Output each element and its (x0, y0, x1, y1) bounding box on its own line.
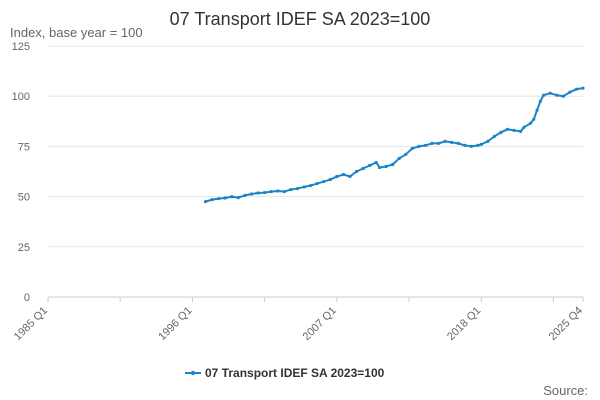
x-tick-label: 2025 Q4 (547, 305, 585, 343)
data-point[interactable] (476, 143, 480, 147)
data-point[interactable] (479, 142, 483, 146)
data-point[interactable] (436, 141, 441, 145)
data-point[interactable] (269, 189, 273, 194)
data-point[interactable] (519, 129, 523, 133)
data-point[interactable] (581, 86, 585, 90)
data-point[interactable] (505, 127, 510, 131)
data-point[interactable] (542, 93, 546, 97)
x-tick-label: 1985 Q1 (12, 305, 50, 343)
y-tick-label: 50 (18, 192, 30, 204)
y-axis-title: Index, base year = 100 (10, 25, 143, 40)
data-point[interactable] (568, 90, 572, 94)
data-point[interactable] (548, 91, 552, 95)
data-point[interactable] (282, 189, 286, 194)
data-point[interactable] (522, 125, 526, 129)
data-point[interactable] (243, 193, 247, 197)
series-line (205, 87, 584, 203)
chart-title: 07 Transport IDEF SA 2023=100 (170, 9, 431, 29)
data-point[interactable] (512, 128, 516, 132)
gridlines (48, 45, 583, 248)
data-point[interactable] (423, 143, 428, 147)
data-point[interactable] (302, 185, 306, 189)
data-point[interactable] (249, 192, 254, 196)
data-point[interactable] (443, 139, 447, 143)
data-point[interactable] (361, 166, 365, 171)
data-point[interactable] (492, 134, 496, 138)
y-axis-ticks: 0 25 50 75 100 125 (12, 41, 30, 304)
data-point[interactable] (322, 179, 326, 184)
data-point[interactable] (535, 108, 539, 112)
data-point[interactable] (308, 183, 313, 188)
data-point[interactable] (555, 93, 559, 97)
data-point[interactable] (341, 172, 345, 177)
data-point[interactable] (368, 163, 372, 168)
data-point[interactable] (499, 130, 503, 134)
data-point[interactable] (377, 165, 382, 170)
data-point[interactable] (469, 144, 473, 148)
data-point[interactable] (230, 195, 234, 199)
y-tick-label: 100 (12, 91, 30, 103)
data-point[interactable] (574, 87, 579, 91)
data-point[interactable] (384, 164, 388, 169)
y-tick-label: 75 (18, 141, 30, 153)
legend[interactable]: 07 Transport IDEF SA 2023=100 (185, 366, 385, 380)
data-point[interactable] (236, 196, 240, 200)
data-point[interactable] (532, 117, 536, 121)
data-point[interactable] (315, 181, 319, 186)
data-point[interactable] (450, 140, 454, 144)
data-point[interactable] (397, 156, 401, 161)
data-point[interactable] (203, 200, 208, 204)
data-point[interactable] (354, 169, 359, 174)
data-point[interactable] (456, 141, 460, 145)
data-point[interactable] (348, 174, 352, 179)
data-point[interactable] (210, 198, 214, 202)
data-point[interactable] (217, 197, 221, 201)
data-point[interactable] (538, 99, 542, 103)
y-tick-label: 125 (12, 41, 30, 53)
x-tick-label: 1996 Q1 (156, 305, 194, 343)
y-tick-label: 25 (18, 242, 30, 254)
data-point[interactable] (486, 139, 490, 143)
y-tick-label: 0 (24, 292, 30, 304)
data-point[interactable] (404, 152, 408, 157)
data-point[interactable] (374, 160, 378, 165)
data-point[interactable] (276, 189, 280, 193)
data-point[interactable] (335, 174, 339, 179)
data-point[interactable] (328, 177, 332, 182)
x-axis-ticks: 1985 Q1 1996 Q1 2007 Q1 2018 Q1 2025 Q4 (12, 305, 585, 343)
data-point[interactable] (256, 191, 260, 195)
data-point[interactable] (263, 190, 267, 195)
series-group (203, 86, 585, 204)
x-tick-label: 2007 Q1 (301, 305, 339, 343)
legend-label: 07 Transport IDEF SA 2023=100 (205, 366, 385, 380)
data-point[interactable] (295, 186, 300, 191)
data-point[interactable] (391, 162, 395, 167)
data-point[interactable] (410, 146, 414, 151)
data-point[interactable] (430, 141, 434, 145)
data-point[interactable] (223, 196, 227, 200)
data-point[interactable] (463, 143, 467, 147)
source-label: Source: (543, 383, 588, 398)
legend-marker (190, 370, 196, 376)
data-point[interactable] (289, 187, 293, 192)
x-axis-tick-marks (47, 297, 584, 302)
data-point[interactable] (528, 121, 533, 125)
x-tick-label: 2018 Q1 (445, 305, 483, 343)
data-point[interactable] (561, 94, 565, 98)
data-point[interactable] (417, 144, 421, 148)
